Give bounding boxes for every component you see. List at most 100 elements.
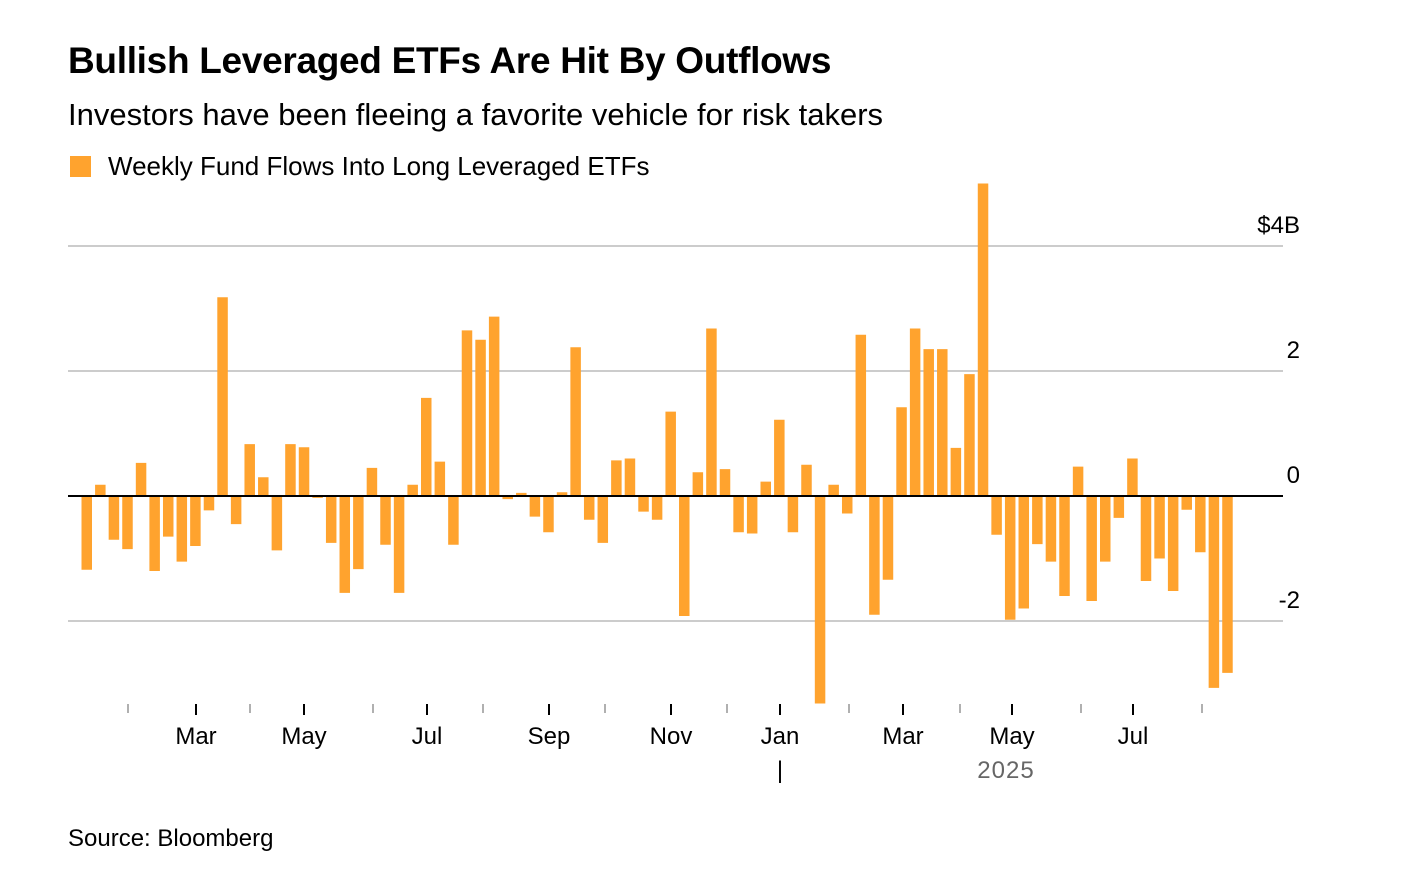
bar [1059, 496, 1070, 596]
bar [325, 496, 337, 543]
y-tick-label: 0 [1287, 462, 1300, 489]
bar [135, 462, 147, 497]
bar [1195, 496, 1206, 553]
legend-swatch [70, 156, 91, 177]
bar [122, 496, 133, 550]
chart-title: Bullish Leveraged ETFs Are Hit By Outflo… [68, 40, 832, 81]
y-axis-labels: $4B 2 0 -2 [1257, 212, 1300, 614]
bar [787, 496, 799, 533]
bar [1004, 496, 1016, 620]
bar [611, 460, 622, 497]
bar [421, 397, 432, 497]
bar [502, 496, 513, 500]
bar [162, 496, 174, 537]
x-tick-label: May [281, 723, 326, 750]
bar [841, 496, 853, 514]
year-label: 2025 [977, 757, 1034, 784]
y-tick-label: -2 [1279, 587, 1300, 614]
x-tick-label: Mar [882, 723, 923, 750]
bar [1140, 496, 1152, 581]
bar [488, 316, 500, 497]
chart-subtitle: Investors have been fleeing a favorite v… [68, 97, 884, 132]
bar [434, 461, 446, 497]
source-note: Source: Bloomberg [68, 825, 274, 852]
bar [583, 496, 595, 520]
year-separator: | [777, 757, 783, 784]
bar [285, 444, 296, 497]
legend-label: Weekly Fund Flows Into Long Leveraged ET… [108, 151, 650, 181]
bar [1045, 496, 1057, 562]
bar [475, 339, 486, 496]
bar [1032, 496, 1043, 545]
bar [760, 481, 771, 497]
bar [855, 334, 867, 496]
x-tick-label: Mar [175, 723, 216, 750]
bar [298, 447, 310, 496]
bar [353, 496, 364, 570]
gridlines [68, 245, 1283, 622]
bar [556, 492, 568, 496]
legend: Weekly Fund Flows Into Long Leveraged ET… [70, 151, 649, 182]
bar [529, 496, 541, 517]
bar [733, 496, 744, 533]
bar [1100, 496, 1111, 562]
bar [869, 496, 880, 615]
bar [339, 496, 351, 593]
bar [909, 328, 921, 496]
bar [977, 183, 989, 496]
x-tick-label: Jul [412, 723, 443, 750]
bar [828, 484, 839, 496]
x-tick-label: May [989, 723, 1034, 750]
bar [719, 469, 731, 497]
bar [149, 496, 160, 571]
bar [380, 496, 391, 545]
x-tick-label: Sep [528, 723, 571, 750]
bar [570, 347, 581, 496]
bar [95, 484, 106, 496]
bar [190, 496, 201, 546]
bar [774, 419, 785, 496]
bar [407, 484, 418, 496]
x-tick-label: Nov [650, 723, 693, 750]
bar [624, 458, 636, 496]
bar [638, 496, 649, 512]
y-tick-label: $4B [1257, 212, 1300, 239]
bar [801, 464, 812, 496]
bar [1222, 496, 1233, 673]
bars [81, 183, 1233, 704]
bar [230, 496, 242, 525]
bar [1167, 496, 1179, 591]
bar [176, 496, 188, 562]
bar [448, 496, 459, 545]
bar [814, 496, 826, 704]
bar [950, 447, 962, 497]
bar [896, 407, 907, 496]
bar [964, 374, 975, 497]
bar [461, 330, 473, 497]
bar [665, 411, 676, 497]
bar [1154, 496, 1165, 559]
x-axis: Mar May Jul Sep Nov Jan Mar May Jul | 2025 [127, 704, 1203, 784]
bar [108, 496, 120, 540]
x-tick-label: Jul [1118, 723, 1149, 750]
bar [271, 496, 283, 551]
bar [1208, 496, 1220, 688]
bar [244, 444, 255, 497]
bar [937, 349, 948, 497]
bar [366, 467, 378, 497]
bar [746, 496, 758, 534]
bar [991, 496, 1002, 535]
bar [1086, 496, 1097, 601]
bar [923, 349, 934, 497]
bar [203, 496, 215, 511]
bar [679, 496, 690, 616]
bar [81, 496, 92, 570]
bar [651, 496, 663, 520]
y-tick-label: 2 [1287, 337, 1300, 364]
bar [692, 472, 704, 496]
bar [597, 496, 609, 543]
bar [706, 328, 717, 496]
bar [1127, 458, 1138, 496]
bar [1018, 496, 1030, 609]
